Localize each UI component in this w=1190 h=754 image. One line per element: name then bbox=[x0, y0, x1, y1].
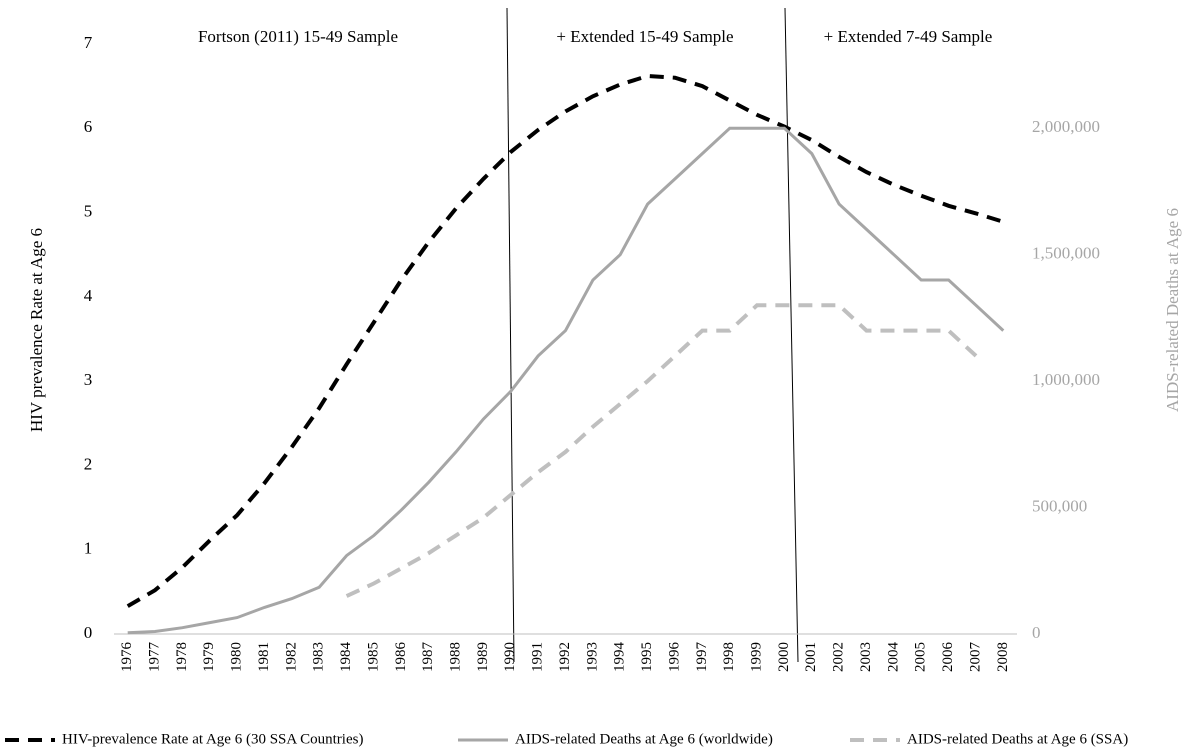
y-tick-label: 6 bbox=[84, 117, 93, 136]
y2-axis-title: AIDS-related Deaths at Age 6 bbox=[1163, 208, 1182, 412]
legend-label: AIDS-related Deaths at Age 6 (SSA) bbox=[907, 731, 1128, 747]
annotation: + Extended 7-49 Sample bbox=[824, 27, 993, 46]
x-tick-label: 1989 bbox=[475, 642, 491, 672]
x-tick-label: 1992 bbox=[557, 642, 573, 672]
x-tick-label: 1977 bbox=[146, 642, 162, 673]
x-tick-label: 1986 bbox=[393, 642, 409, 673]
x-tick-label: 1979 bbox=[201, 642, 217, 672]
x-tick-label: 1984 bbox=[338, 642, 354, 673]
section-divider bbox=[784, 7, 799, 663]
x-tick-label: 1976 bbox=[119, 642, 135, 673]
series-line bbox=[345, 303, 978, 598]
x-tick-label: 1988 bbox=[447, 642, 463, 672]
x-tick-label: 2007 bbox=[967, 642, 983, 673]
x-tick-label: 1993 bbox=[584, 642, 600, 672]
x-tick-label: 2008 bbox=[995, 642, 1011, 672]
x-tick-label: 1999 bbox=[748, 642, 764, 672]
y-tick-label: 3 bbox=[84, 370, 93, 389]
x-tick-label: 2006 bbox=[940, 642, 956, 673]
x-tick-label: 2003 bbox=[858, 642, 874, 672]
y2-tick-label: 1,500,000 bbox=[1032, 244, 1100, 263]
x-tick-label: 2005 bbox=[913, 642, 929, 672]
y2-tick-label: 2,000,000 bbox=[1032, 117, 1100, 136]
x-tick-label: 1985 bbox=[365, 642, 381, 672]
annotation: Fortson (2011) 15-49 Sample bbox=[198, 27, 398, 46]
x-tick-label: 1991 bbox=[530, 642, 546, 672]
y2-tick-label: 500,000 bbox=[1032, 496, 1087, 515]
y-tick-label: 1 bbox=[84, 539, 93, 558]
y2-tick-label: 1,000,000 bbox=[1032, 370, 1100, 389]
x-tick-label: 1980 bbox=[229, 642, 245, 672]
x-tick-label: 1996 bbox=[666, 642, 682, 673]
section-divider bbox=[506, 7, 515, 663]
x-tick-label: 1983 bbox=[311, 642, 327, 672]
y-axis-title: HIV prevalence Rate at Age 6 bbox=[27, 228, 46, 432]
y-tick-label: 2 bbox=[84, 454, 93, 473]
series-line bbox=[127, 126, 1005, 635]
x-tick-label: 1978 bbox=[174, 642, 190, 672]
x-tick-label: 2002 bbox=[831, 642, 847, 672]
legend-label: AIDS-related Deaths at Age 6 (worldwide) bbox=[515, 731, 773, 747]
x-tick-label: 2000 bbox=[776, 642, 792, 672]
x-tick-label: 2001 bbox=[803, 642, 819, 672]
series-line bbox=[126, 73, 1004, 608]
annotation: + Extended 15-49 Sample bbox=[556, 27, 733, 46]
x-tick-label: 1994 bbox=[612, 642, 628, 673]
x-tick-label: 1982 bbox=[283, 642, 299, 672]
y-tick-label: 0 bbox=[84, 623, 93, 642]
y-tick-label: 4 bbox=[84, 286, 93, 305]
x-tick-label: 1998 bbox=[721, 642, 737, 672]
y2-tick-label: 0 bbox=[1032, 623, 1041, 642]
x-tick-label: 1990 bbox=[502, 642, 518, 672]
x-tick-label: 1987 bbox=[420, 642, 436, 673]
legend-label: HIV-prevalence Rate at Age 6 (30 SSA Cou… bbox=[62, 731, 363, 747]
x-tick-label: 1981 bbox=[256, 642, 272, 672]
x-tick-label: 2004 bbox=[885, 642, 901, 673]
x-tick-label: 1997 bbox=[694, 642, 710, 673]
y-tick-label: 7 bbox=[84, 33, 93, 52]
y-tick-label: 5 bbox=[84, 201, 93, 220]
x-tick-label: 1995 bbox=[639, 642, 655, 672]
